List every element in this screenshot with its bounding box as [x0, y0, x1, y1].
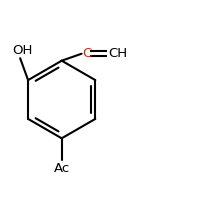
- Text: CH: CH: [108, 47, 127, 60]
- Text: Ac: Ac: [53, 162, 69, 175]
- Text: OH: OH: [12, 44, 32, 57]
- Text: C: C: [82, 47, 91, 60]
